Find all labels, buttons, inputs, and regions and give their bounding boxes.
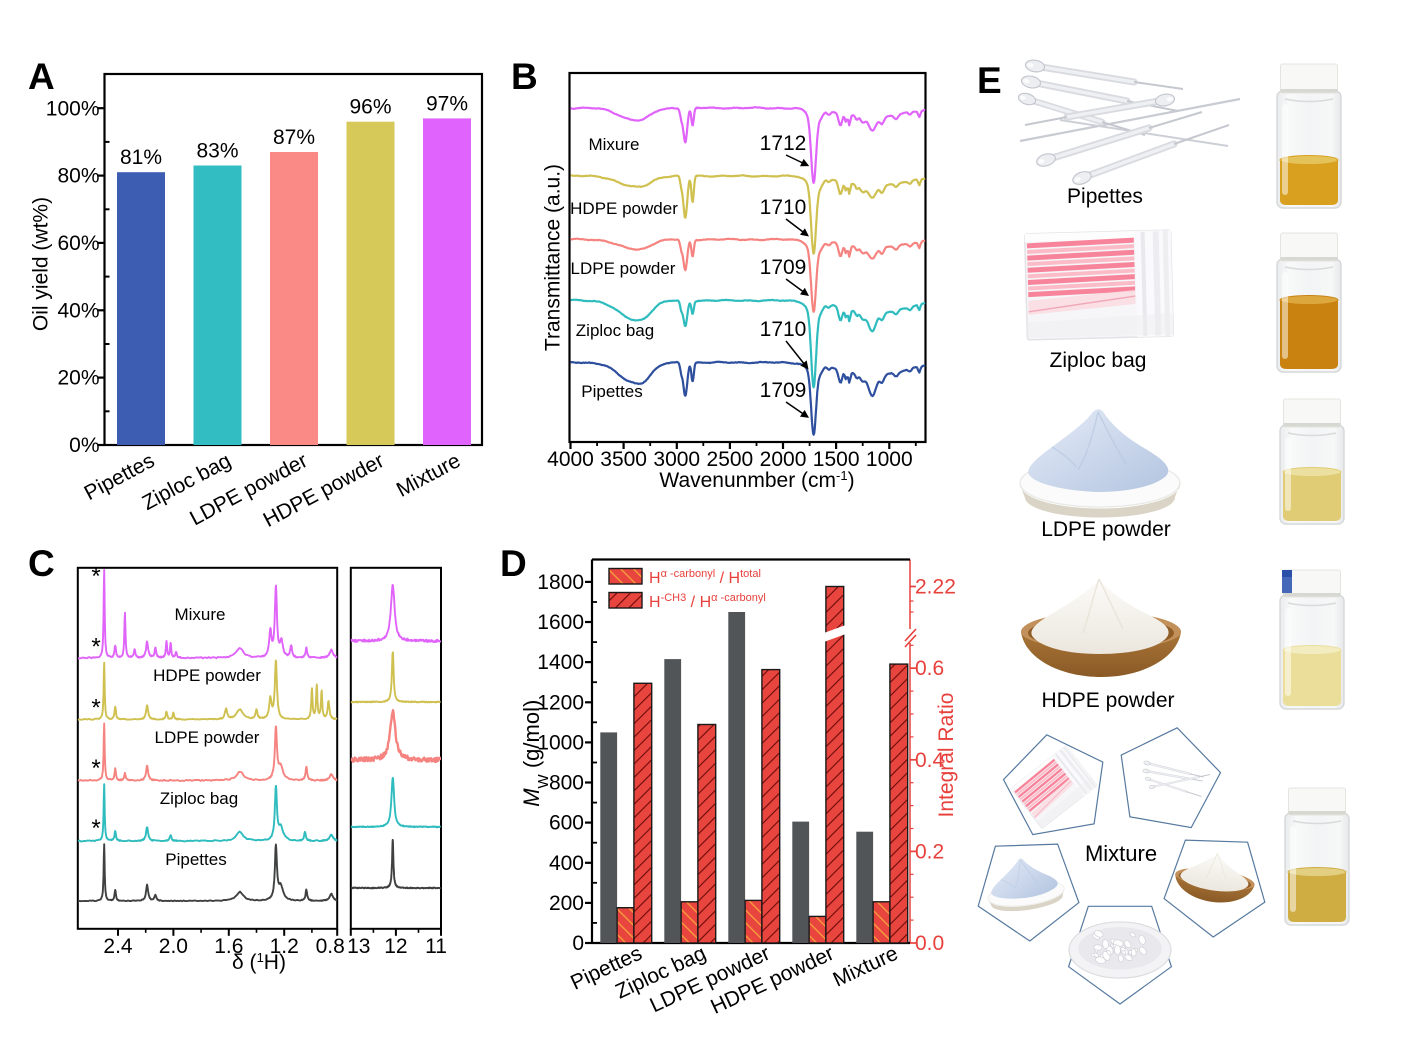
svg-text:1500: 1500 [813, 448, 860, 471]
svg-text:0.0: 0.0 [915, 932, 944, 955]
svg-text:*: * [91, 695, 100, 722]
svg-text:HDPE powder: HDPE powder [153, 666, 261, 685]
svg-text:87%: 87% [273, 126, 315, 149]
svg-text:100%: 100% [46, 97, 100, 120]
svg-text:Mixure: Mixure [588, 135, 639, 154]
svg-text:60%: 60% [57, 232, 99, 255]
svg-text:0.2: 0.2 [915, 840, 944, 863]
svg-text:0.4: 0.4 [915, 749, 945, 772]
svg-text:LDPE powder: LDPE powder [1041, 518, 1171, 541]
svg-text:12: 12 [384, 935, 407, 958]
svg-text:HDPE powder: HDPE powder [1041, 689, 1174, 712]
svg-text:0%: 0% [69, 434, 99, 457]
svg-text:Mixture: Mixture [1085, 841, 1157, 866]
svg-text:Mixure: Mixure [174, 605, 225, 624]
svg-text:40%: 40% [57, 299, 99, 322]
svg-text:1710: 1710 [760, 196, 807, 219]
svg-text:1400: 1400 [537, 651, 584, 674]
svg-text:400: 400 [549, 852, 584, 875]
svg-text:1600: 1600 [537, 611, 584, 634]
svg-text:Oil yield (wt%): Oil yield (wt%) [30, 197, 53, 331]
svg-text:B: B [511, 56, 538, 97]
svg-text:1800: 1800 [537, 571, 584, 594]
svg-text:81%: 81% [120, 146, 162, 169]
svg-text:*: * [91, 815, 100, 842]
svg-text:LDPE powder: LDPE powder [155, 728, 260, 747]
svg-text:3000: 3000 [653, 448, 700, 471]
svg-text:Integral Ratio: Integral Ratio [935, 693, 958, 818]
svg-text:0: 0 [572, 932, 584, 955]
svg-text:D: D [500, 543, 527, 584]
svg-text:Ziploc bag: Ziploc bag [1050, 349, 1147, 372]
svg-text:0.8: 0.8 [316, 935, 345, 958]
svg-text:Wavenunmber (cm-1): Wavenunmber (cm-1) [659, 468, 854, 493]
svg-text:2000: 2000 [760, 448, 807, 471]
svg-text:1709: 1709 [760, 379, 807, 402]
svg-text:C: C [28, 543, 55, 584]
svg-text:1709: 1709 [760, 256, 807, 279]
svg-text:Ziploc bag: Ziploc bag [160, 789, 238, 808]
svg-text:E: E [977, 60, 1002, 101]
svg-text:4000: 4000 [547, 448, 594, 471]
svg-text:83%: 83% [196, 139, 238, 162]
svg-text:Pipettes: Pipettes [165, 850, 226, 869]
svg-text:Transmittance (a.u.): Transmittance (a.u.) [542, 164, 565, 351]
svg-text:Pipettes: Pipettes [1067, 185, 1143, 208]
svg-text:1712: 1712 [760, 132, 807, 155]
svg-text:A: A [28, 56, 55, 97]
svg-text:97%: 97% [426, 92, 468, 115]
svg-text:600: 600 [549, 812, 584, 835]
svg-text:0.6: 0.6 [915, 657, 944, 680]
svg-text:200: 200 [549, 892, 584, 915]
svg-text:*: * [91, 755, 100, 782]
svg-text:LDPE powder: LDPE powder [571, 259, 676, 278]
svg-text:*: * [91, 634, 100, 661]
svg-text:2.4: 2.4 [103, 935, 133, 958]
svg-text:1200: 1200 [537, 691, 584, 714]
svg-text:1000: 1000 [537, 731, 584, 754]
svg-text:δ (1H): δ (1H) [232, 950, 286, 975]
svg-text:2500: 2500 [707, 448, 754, 471]
svg-text:2.0: 2.0 [159, 935, 188, 958]
svg-text:1.6: 1.6 [214, 935, 243, 958]
svg-text:3500: 3500 [600, 448, 647, 471]
svg-text:13: 13 [347, 935, 370, 958]
svg-text:Pipettes: Pipettes [581, 382, 642, 401]
svg-text:2.22: 2.22 [915, 576, 956, 599]
svg-text:1000: 1000 [866, 448, 913, 471]
svg-text:800: 800 [549, 772, 584, 795]
svg-text:1.2: 1.2 [270, 935, 299, 958]
svg-text:96%: 96% [349, 96, 391, 119]
svg-text:11: 11 [425, 935, 447, 958]
svg-text:*: * [91, 563, 100, 590]
svg-text:HDPE powder: HDPE powder [570, 199, 678, 218]
svg-text:Ziploc bag: Ziploc bag [576, 321, 654, 340]
svg-text:1710: 1710 [760, 318, 807, 341]
svg-text:20%: 20% [57, 367, 99, 390]
svg-text:80%: 80% [57, 165, 99, 188]
